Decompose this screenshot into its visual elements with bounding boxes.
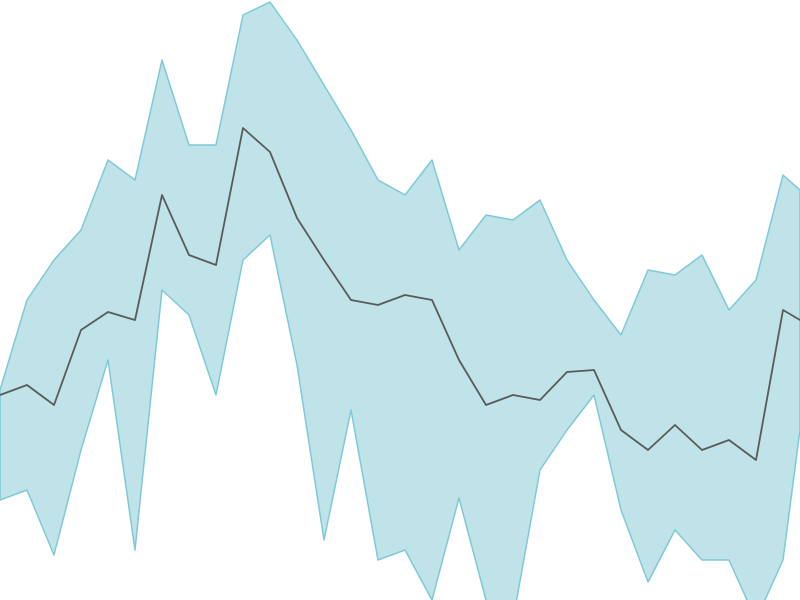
confidence-band-area [0,2,800,600]
confidence-band-chart [0,0,800,600]
